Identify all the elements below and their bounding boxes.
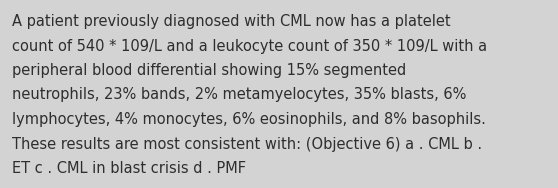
Text: count of 540 * 109/L and a leukocyte count of 350 * 109/L with a: count of 540 * 109/L and a leukocyte cou… [12,39,487,54]
Text: ET c . CML in blast crisis d . PMF: ET c . CML in blast crisis d . PMF [12,161,246,176]
Text: lymphocytes, 4% monocytes, 6% eosinophils, and 8% basophils.: lymphocytes, 4% monocytes, 6% eosinophil… [12,112,486,127]
Text: These results are most consistent with: (Objective 6) a . CML b .: These results are most consistent with: … [12,136,482,152]
Text: neutrophils, 23% bands, 2% metamyelocytes, 35% blasts, 6%: neutrophils, 23% bands, 2% metamyelocyte… [12,87,466,102]
Text: peripheral blood differential showing 15% segmented: peripheral blood differential showing 15… [12,63,406,78]
Text: A patient previously diagnosed with CML now has a platelet: A patient previously diagnosed with CML … [12,14,451,29]
